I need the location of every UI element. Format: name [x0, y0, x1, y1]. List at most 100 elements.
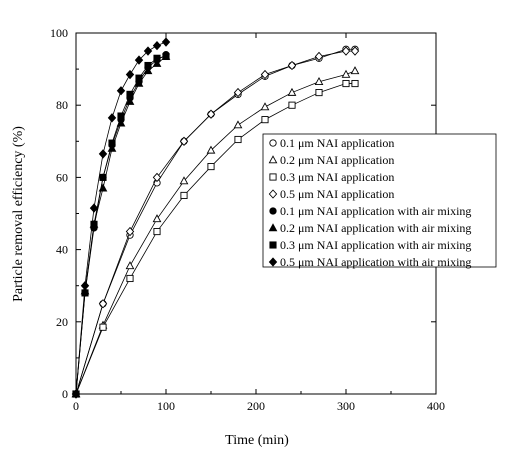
x-axis-label: Time (min) [225, 433, 289, 448]
x-tick-label: 300 [337, 399, 355, 413]
series-4 [71, 46, 360, 399]
data-point [125, 261, 135, 270]
data-point [98, 299, 108, 309]
data-point [116, 86, 126, 96]
data-point [134, 55, 144, 65]
series-line [75, 54, 167, 395]
legend-item: 0.3 μm NAI application [269, 170, 394, 184]
legend-label: 0.2 μm NAI application [280, 153, 394, 167]
legend-label: 0.5 μm NAI application [280, 187, 394, 201]
data-point [207, 163, 215, 171]
data-point [350, 46, 360, 56]
data-point [99, 323, 107, 331]
data-point [134, 78, 144, 87]
data-point [125, 69, 135, 80]
data-point [315, 89, 323, 97]
series-7 [72, 52, 170, 398]
legend-item: 0.1 μm NAI application [269, 136, 394, 150]
series-6 [71, 51, 171, 398]
legend-label: 0.1 μm NAI application with air mixing [280, 204, 471, 218]
legend-item: 0.3 μm NAI application with air mixing [269, 238, 471, 252]
data-point [107, 113, 117, 123]
data-point [260, 69, 270, 80]
data-point [341, 46, 351, 56]
data-point [98, 149, 108, 159]
y-tick-label: 0 [62, 387, 68, 401]
data-point [261, 116, 269, 124]
series-line [75, 56, 167, 395]
series-line [75, 70, 356, 395]
legend-marker [269, 241, 277, 249]
data-point [81, 289, 89, 297]
legend-label: 0.3 μm NAI application [280, 170, 394, 184]
data-point [153, 54, 161, 62]
data-point [90, 220, 98, 228]
data-point [117, 112, 125, 120]
data-point [233, 87, 243, 98]
legend: 0.1 μm NAI application 0.2 μm NAI applica… [262, 133, 497, 269]
data-point [99, 173, 107, 181]
data-point [180, 191, 188, 200]
data-point [116, 118, 126, 127]
data-point [71, 389, 81, 399]
series-8 [71, 37, 171, 399]
data-point [143, 66, 153, 75]
data-point [152, 40, 162, 51]
data-point [260, 102, 270, 111]
data-point [125, 226, 135, 237]
legend-item: 0.2 μm NAI application with air mixing [268, 221, 471, 235]
series-5 [72, 51, 170, 398]
data-point [351, 79, 359, 88]
data-point [89, 203, 99, 213]
legend-item: 0.1 μm NAI application with air mixing [269, 204, 471, 218]
y-tick-label: 40 [56, 243, 68, 257]
data-point [206, 109, 216, 119]
data-point [125, 96, 135, 105]
data-point [152, 214, 162, 223]
legend-item: 0.5 μm NAI application with air mixing [268, 255, 471, 269]
data-point [143, 46, 153, 56]
data-point [144, 61, 152, 70]
x-tick-label: 200 [247, 399, 265, 413]
series-line [75, 83, 355, 395]
data-point [342, 79, 350, 88]
legend-item: 0.5 μm NAI application [268, 187, 394, 201]
data-point [288, 101, 296, 109]
legend-label: 0.5 μm NAI application with air mixing [280, 255, 471, 269]
data-point [161, 37, 171, 47]
x-tick-label: 0 [73, 399, 79, 413]
y-axis-label: Particle removal efficiency (%) [11, 126, 26, 302]
series-line [75, 48, 355, 395]
y-tick-label: 80 [56, 98, 68, 112]
y-tick-label: 20 [56, 315, 68, 329]
legend-label: 0.3 μm NAI application with air mixing [280, 238, 471, 252]
data-point [126, 90, 134, 98]
data-point [206, 145, 216, 154]
data-point [153, 227, 161, 236]
legend-item: 0.2 μm NAI application [268, 153, 394, 167]
legend-label: 0.1 μm NAI application [280, 136, 394, 150]
legend-marker [269, 173, 277, 181]
data-point [135, 74, 143, 82]
series-line [75, 50, 355, 395]
data-point [162, 52, 170, 61]
series-3 [72, 79, 359, 398]
data-point [80, 281, 90, 291]
data-point [314, 51, 324, 62]
data-point [314, 76, 324, 85]
data-point [287, 87, 297, 96]
data-point [108, 139, 116, 147]
y-tick-label: 100 [50, 26, 68, 40]
legend-marker [268, 155, 278, 164]
data-point [341, 69, 351, 78]
data-point [287, 60, 297, 71]
data-point [233, 120, 243, 129]
y-tick-label: 60 [56, 170, 68, 184]
x-tick-label: 400 [427, 399, 445, 413]
data-point [179, 176, 189, 185]
data-point [152, 172, 162, 183]
legend-marker [268, 223, 278, 232]
legend-marker [269, 139, 277, 147]
x-tick-label: 100 [157, 399, 175, 413]
